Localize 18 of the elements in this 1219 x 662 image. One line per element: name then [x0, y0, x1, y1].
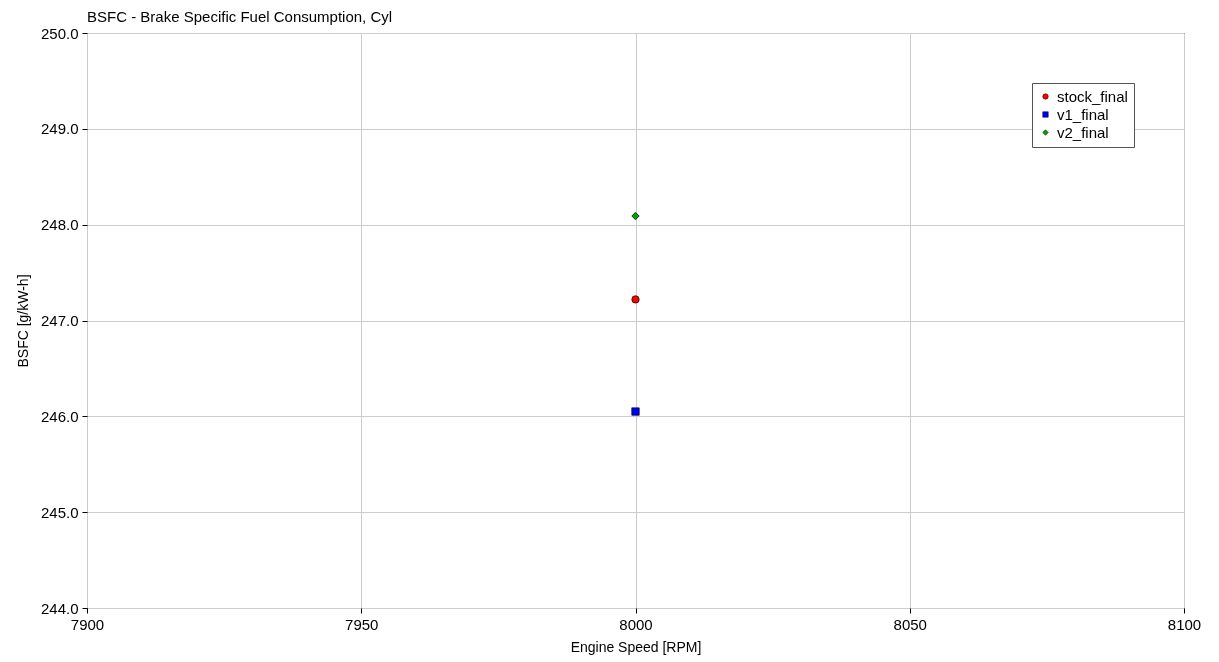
y-tick-label: 246.0 [40, 407, 79, 425]
chart-title: BSFC - Brake Specific Fuel Consumption, Cyl [87, 8, 393, 25]
y-tick-label: 247.0 [40, 312, 79, 329]
y-tick-label: 248.0 [40, 216, 79, 234]
x-tick-label: 7900 [70, 615, 105, 633]
y-axis-title: BSFC [g/kW-h] [14, 274, 31, 368]
legend-label: v2_final [1057, 123, 1109, 141]
x-tick-label: 8100 [1167, 615, 1202, 633]
y-tick-label: 245.0 [40, 503, 79, 521]
y-tick-label: 249.0 [40, 120, 79, 138]
x-axis-title: Engine Speed [RPM] [570, 638, 702, 655]
legend-label: stock_final [1057, 87, 1128, 105]
x-tick-label: 8000 [619, 615, 653, 633]
y-tick-label: 244.0 [40, 599, 79, 617]
x-tick-label: 7950 [345, 615, 379, 633]
x-tick-label: 8050 [893, 615, 927, 633]
y-tick-label: 250.0 [40, 24, 79, 42]
legend-label: v1_final [1057, 105, 1109, 123]
